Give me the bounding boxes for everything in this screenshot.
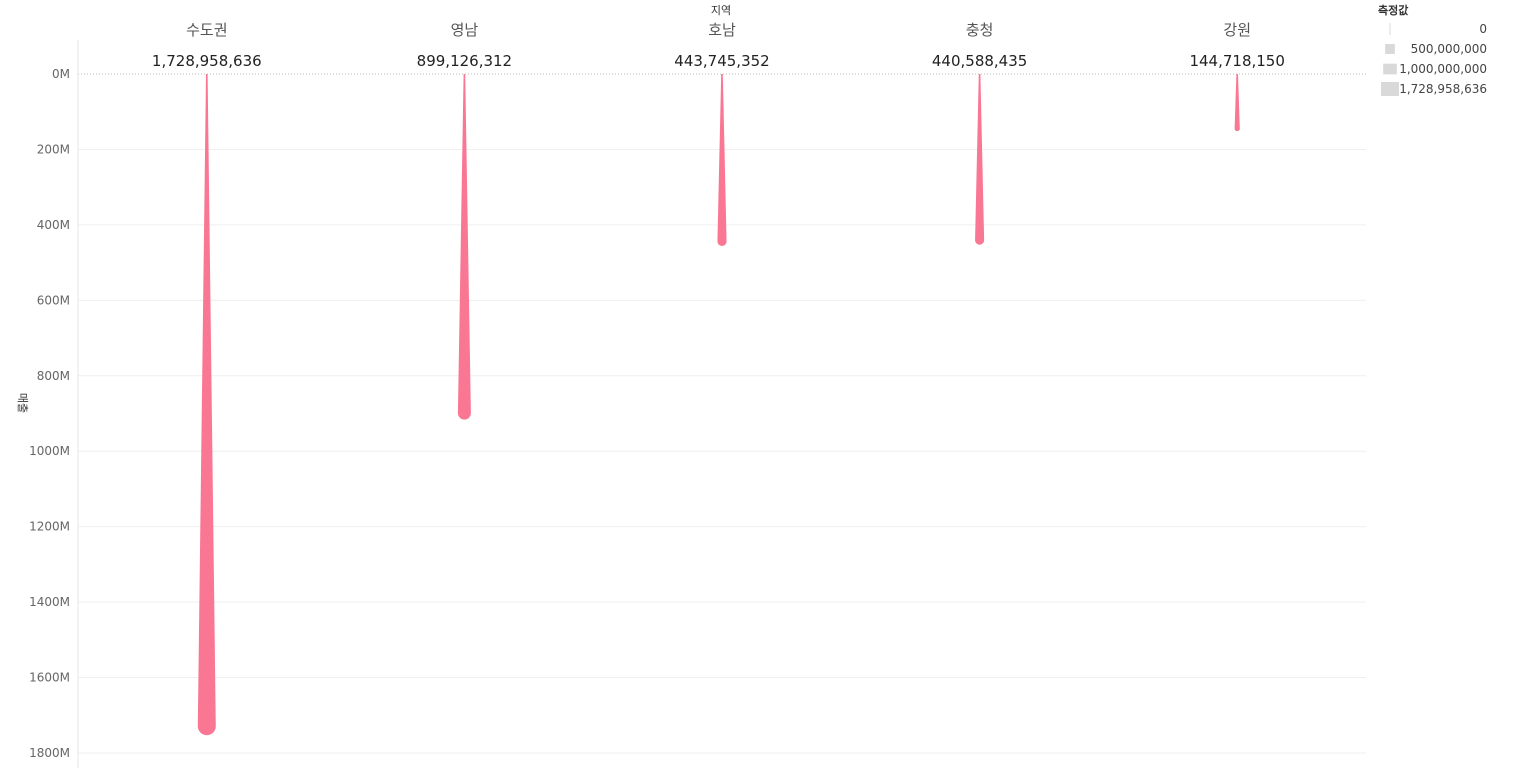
value-label: 1,728,958,636 xyxy=(152,52,262,70)
y-tick-label: 1800M xyxy=(29,746,70,760)
bar-mark xyxy=(717,74,727,246)
top-axis-title: 지역 xyxy=(711,4,731,17)
size-legend: 0 500,000,000 1,000,000,000 1,728,958,636 xyxy=(1381,22,1487,96)
y-tick-label: 1200M xyxy=(29,520,70,534)
y-tick-label: 1600M xyxy=(29,671,70,685)
value-label: 440,588,435 xyxy=(932,52,1027,70)
y-tick-label: 1400M xyxy=(29,595,70,609)
bar-mark xyxy=(197,74,216,736)
value-label: 144,718,150 xyxy=(1189,52,1284,70)
legend-label: 1,728,958,636 xyxy=(1399,82,1487,96)
y-axis: 0M 200M 400M 600M 800M 1000M 1200M 1400M 1600M 18… xyxy=(29,40,79,768)
legend-title: 측정값 xyxy=(1378,3,1408,17)
y-tick-label: 400M xyxy=(37,218,70,232)
legend-label: 1,000,000,000 xyxy=(1399,62,1487,76)
category-header: 영남 xyxy=(451,21,479,39)
category-header: 충청 xyxy=(966,21,994,39)
y-tick-label: 800M xyxy=(37,369,70,383)
legend-label: 0 xyxy=(1479,22,1487,36)
bar-mark xyxy=(975,74,985,245)
value-label: 443,745,352 xyxy=(674,52,769,70)
legend-swatch xyxy=(1385,44,1395,54)
marks-layer xyxy=(197,74,1240,736)
legend-label: 500,000,000 xyxy=(1411,42,1487,56)
category-header: 수도권 xyxy=(186,21,227,39)
category-header: 강원 xyxy=(1223,21,1251,39)
y-axis-title: 매출 xyxy=(16,393,29,413)
y-tick-label: 1000M xyxy=(29,444,70,458)
labels-layer: 수도권 1,728,958,636 영남 899,126,312 호남 443,745,3… xyxy=(152,21,1285,70)
bar-mark xyxy=(1234,74,1240,132)
y-tick-label: 600M xyxy=(37,293,70,307)
legend-swatch xyxy=(1389,23,1391,35)
category-header: 호남 xyxy=(708,21,736,39)
legend-swatch xyxy=(1381,82,1399,96)
grid-layer xyxy=(78,73,1366,754)
y-tick-label: 200M xyxy=(37,142,70,156)
value-label: 899,126,312 xyxy=(417,52,512,70)
bar-mark xyxy=(457,74,471,420)
legend-swatch xyxy=(1383,63,1397,75)
y-tick-label: 0M xyxy=(52,67,70,81)
